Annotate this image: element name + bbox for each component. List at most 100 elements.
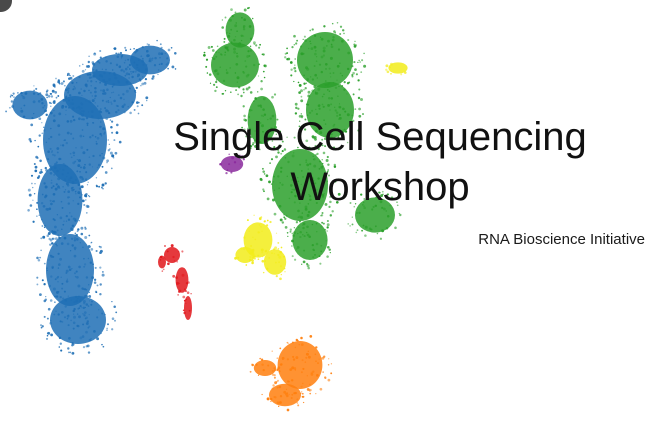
red-cell-point: [176, 261, 178, 263]
green-cell-point: [336, 79, 338, 81]
red-cell-point: [190, 293, 192, 295]
blue-cell-point: [66, 165, 68, 167]
blue-cell-point: [50, 320, 52, 322]
blue-cell-point: [52, 192, 56, 196]
blue-cell-point: [107, 139, 109, 141]
blue-cell-point: [86, 148, 89, 151]
blue-cell-point: [38, 214, 40, 216]
green-cell-point: [311, 177, 314, 180]
yellow-cluster-core: [388, 62, 408, 74]
yellow-cell-point: [283, 255, 286, 258]
green-cell-point: [258, 140, 262, 144]
green-cell-point: [262, 130, 264, 133]
green-cell-point: [303, 74, 305, 77]
green-cell-point: [271, 140, 274, 142]
orange-cell-point: [288, 380, 290, 383]
blue-cell-point: [102, 156, 106, 160]
red-cell-point: [183, 311, 186, 315]
green-cell-point: [354, 203, 357, 205]
blue-cell-point: [99, 292, 102, 296]
green-cell-point: [343, 32, 345, 35]
green-cell-point: [326, 155, 329, 159]
blue-cell-point: [129, 48, 132, 50]
green-cell-point: [305, 159, 308, 162]
blue-cell-point: [50, 186, 53, 189]
green-cell-point: [354, 68, 357, 71]
blue-cell-point: [93, 278, 97, 281]
green-cell-point: [238, 86, 241, 89]
blue-cell-point: [74, 232, 77, 235]
blue-cell-point: [42, 235, 46, 239]
blue-cell-point: [124, 67, 128, 71]
blue-cell-point: [73, 246, 77, 250]
yellow-cell-point: [258, 231, 261, 234]
green-cell-point: [223, 37, 226, 40]
blue-cell-point: [79, 336, 83, 340]
green-cell-point: [281, 150, 284, 153]
blue-cell-point: [105, 68, 107, 71]
blue-cell-point: [74, 219, 77, 222]
orange-cell-point: [297, 339, 299, 342]
blue-cell-point: [146, 99, 148, 102]
blue-cell-point: [60, 349, 63, 352]
yellow-cell-point: [253, 214, 255, 216]
green-cell-point: [262, 115, 264, 117]
green-cell-point: [325, 68, 327, 70]
green-cell-point: [346, 93, 348, 95]
blue-cell-point: [70, 156, 73, 159]
blue-cell-point: [9, 96, 12, 98]
blue-cell-point: [53, 174, 55, 176]
blue-cell-point: [72, 327, 75, 330]
green-cell-point: [332, 36, 335, 39]
blue-cell-point: [102, 100, 104, 102]
orange-cell-point: [251, 363, 253, 365]
green-cell-point: [270, 158, 274, 161]
green-cell-point: [315, 201, 318, 205]
yellow-cell-point: [277, 248, 280, 250]
blue-cell-point: [101, 68, 104, 70]
blue-cell-point: [59, 295, 62, 299]
green-cell-point: [307, 203, 310, 205]
orange-cell-point: [295, 356, 299, 360]
red-cluster-core: [175, 267, 189, 293]
green-cell-point: [372, 205, 375, 209]
green-cell-point: [310, 47, 314, 51]
blue-cell-point: [49, 199, 52, 202]
green-cell-point: [290, 68, 293, 71]
green-cell-point: [292, 152, 295, 154]
green-cell-point: [311, 109, 314, 112]
blue-cell-point: [134, 91, 137, 94]
blue-cell-point: [63, 316, 67, 319]
blue-cell-point: [82, 300, 86, 303]
blue-cell-point: [47, 307, 51, 311]
blue-cell-point: [72, 343, 75, 346]
blue-cell-point: [45, 93, 49, 97]
green-cell-point: [209, 82, 212, 84]
blue-cell-point: [43, 126, 45, 128]
blue-cell-point: [114, 76, 118, 80]
green-cell-point: [293, 188, 296, 191]
green-cell-point: [334, 106, 336, 108]
green-cell-point: [353, 205, 356, 208]
blue-cell-point: [97, 60, 100, 63]
orange-cell-point: [312, 370, 315, 373]
green-cell-point: [326, 83, 329, 86]
blue-cell-point: [50, 179, 53, 182]
blue-cell-point: [71, 224, 75, 228]
green-cell-point: [291, 232, 294, 235]
blue-cell-point: [31, 182, 33, 185]
yellow-cell-point: [284, 271, 286, 273]
green-cell-point: [293, 201, 296, 204]
blue-cell-point: [108, 77, 112, 81]
green-cell-point: [253, 100, 255, 102]
blue-cell-point: [85, 204, 89, 208]
green-cell-point: [347, 68, 350, 71]
blue-cell-point: [66, 278, 68, 280]
blue-cell-point: [85, 193, 88, 196]
green-cell-point: [296, 176, 299, 179]
blue-cell-point: [82, 345, 86, 349]
blue-cell-point: [49, 93, 52, 95]
blue-cell-point: [91, 300, 93, 303]
green-cell-point: [222, 79, 226, 83]
orange-cell-point: [279, 347, 282, 350]
